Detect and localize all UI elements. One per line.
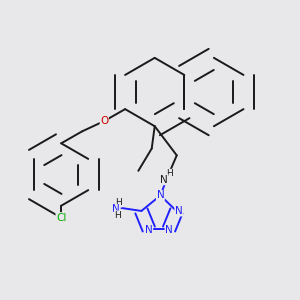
Text: N: N xyxy=(165,225,173,235)
Text: N: N xyxy=(175,206,183,216)
Text: H: H xyxy=(114,211,121,220)
Text: N: N xyxy=(145,225,153,235)
Text: N: N xyxy=(160,175,168,185)
Text: N: N xyxy=(157,190,164,200)
Text: N: N xyxy=(112,204,120,214)
Text: H: H xyxy=(166,169,173,178)
Text: Cl: Cl xyxy=(56,213,66,223)
Text: H: H xyxy=(115,198,122,207)
Text: O: O xyxy=(100,116,108,126)
